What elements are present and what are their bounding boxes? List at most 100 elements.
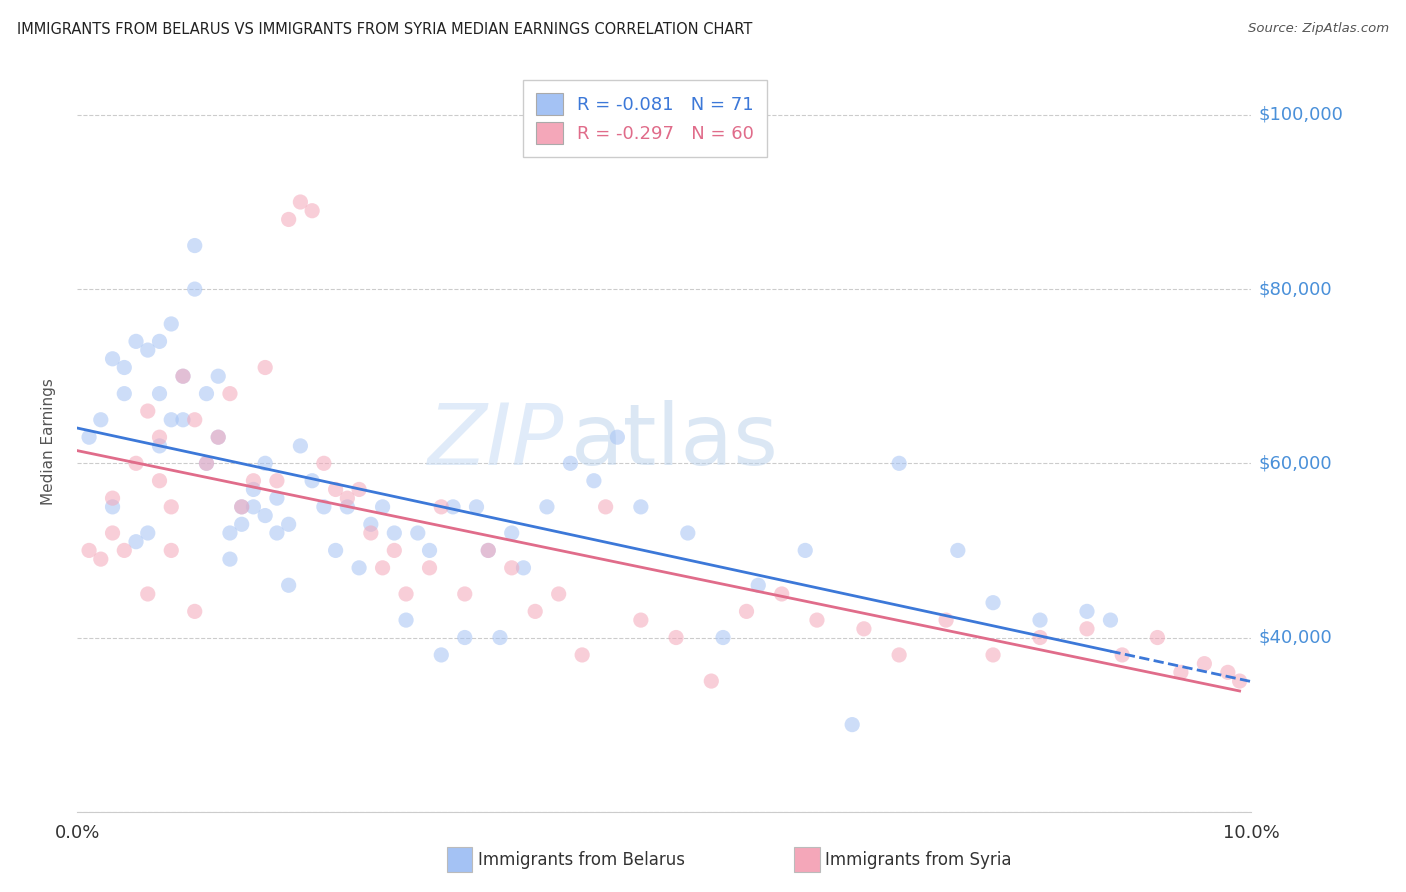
Point [112, 386, 135, 401]
Text: $60,000: $60,000 [1258, 454, 1331, 473]
Point [1029, 631, 1052, 645]
Point [336, 500, 359, 514]
Point [536, 500, 558, 514]
Point [231, 500, 253, 514]
Point [560, 456, 582, 470]
Point [935, 613, 957, 627]
Point [148, 386, 170, 401]
Point [242, 500, 264, 514]
Point [477, 543, 499, 558]
Point [1111, 648, 1133, 662]
Point [172, 369, 194, 384]
Point [489, 631, 512, 645]
Point [1076, 604, 1098, 618]
Point [336, 491, 359, 505]
Point [441, 500, 464, 514]
Point [1076, 622, 1098, 636]
Point [981, 596, 1004, 610]
Point [571, 648, 593, 662]
Point [794, 543, 817, 558]
Point [1229, 674, 1251, 689]
Point [172, 413, 194, 427]
Point [254, 360, 277, 375]
Point [1194, 657, 1216, 671]
Point [981, 648, 1004, 662]
Point [501, 561, 523, 575]
Point [148, 439, 170, 453]
Point [512, 561, 534, 575]
Point [290, 439, 312, 453]
Point [606, 430, 628, 444]
Point [406, 526, 429, 541]
Point [219, 552, 242, 566]
Text: ZIP: ZIP [429, 400, 565, 483]
Text: $100,000: $100,000 [1258, 106, 1343, 124]
Point [195, 456, 218, 470]
Text: $80,000: $80,000 [1258, 280, 1331, 298]
Point [547, 587, 569, 601]
Point [430, 500, 453, 514]
Point [125, 534, 148, 549]
Point [501, 526, 523, 541]
Point [325, 483, 347, 497]
Point [160, 543, 183, 558]
Point [419, 561, 441, 575]
Legend: R = -0.081   N = 71, R = -0.297   N = 60: R = -0.081 N = 71, R = -0.297 N = 60 [523, 80, 766, 157]
Point [90, 413, 112, 427]
Point [195, 456, 218, 470]
Point [183, 604, 207, 618]
Point [1146, 631, 1168, 645]
Point [266, 526, 288, 541]
Point [183, 238, 207, 252]
Point [524, 604, 547, 618]
Text: IMMIGRANTS FROM BELARUS VS IMMIGRANTS FROM SYRIA MEDIAN EARNINGS CORRELATION CHA: IMMIGRANTS FROM BELARUS VS IMMIGRANTS FR… [17, 22, 752, 37]
Point [395, 587, 418, 601]
Point [347, 483, 370, 497]
Point [312, 456, 335, 470]
Point [630, 500, 652, 514]
Point [266, 491, 288, 505]
Point [136, 526, 159, 541]
Point [77, 543, 100, 558]
Point [465, 500, 488, 514]
Point [160, 500, 183, 514]
Point [595, 500, 617, 514]
Point [125, 456, 148, 470]
Point [946, 543, 969, 558]
Point [254, 508, 277, 523]
Point [382, 543, 405, 558]
Text: Immigrants from Syria: Immigrants from Syria [825, 851, 1012, 869]
Point [711, 631, 734, 645]
Point [889, 456, 911, 470]
Point [477, 543, 499, 558]
Point [242, 483, 264, 497]
Point [148, 430, 170, 444]
Point [77, 430, 100, 444]
Point [630, 613, 652, 627]
Point [242, 474, 264, 488]
Point [395, 613, 418, 627]
Point [231, 500, 253, 514]
Point [183, 282, 207, 296]
Point [454, 587, 477, 601]
Point [347, 561, 370, 575]
Point [136, 343, 159, 357]
Point [207, 369, 229, 384]
Point [90, 552, 112, 566]
Text: $40,000: $40,000 [1258, 629, 1331, 647]
Point [231, 517, 253, 532]
Point [1099, 613, 1122, 627]
Point [301, 203, 323, 218]
Point [360, 517, 382, 532]
Point [172, 369, 194, 384]
Point [430, 648, 453, 662]
Point [148, 334, 170, 349]
Point [112, 360, 135, 375]
Point [207, 430, 229, 444]
Point [160, 413, 183, 427]
Point [101, 500, 124, 514]
Point [1170, 665, 1192, 680]
Point [301, 474, 323, 488]
Point [101, 351, 124, 366]
Text: Immigrants from Belarus: Immigrants from Belarus [478, 851, 685, 869]
